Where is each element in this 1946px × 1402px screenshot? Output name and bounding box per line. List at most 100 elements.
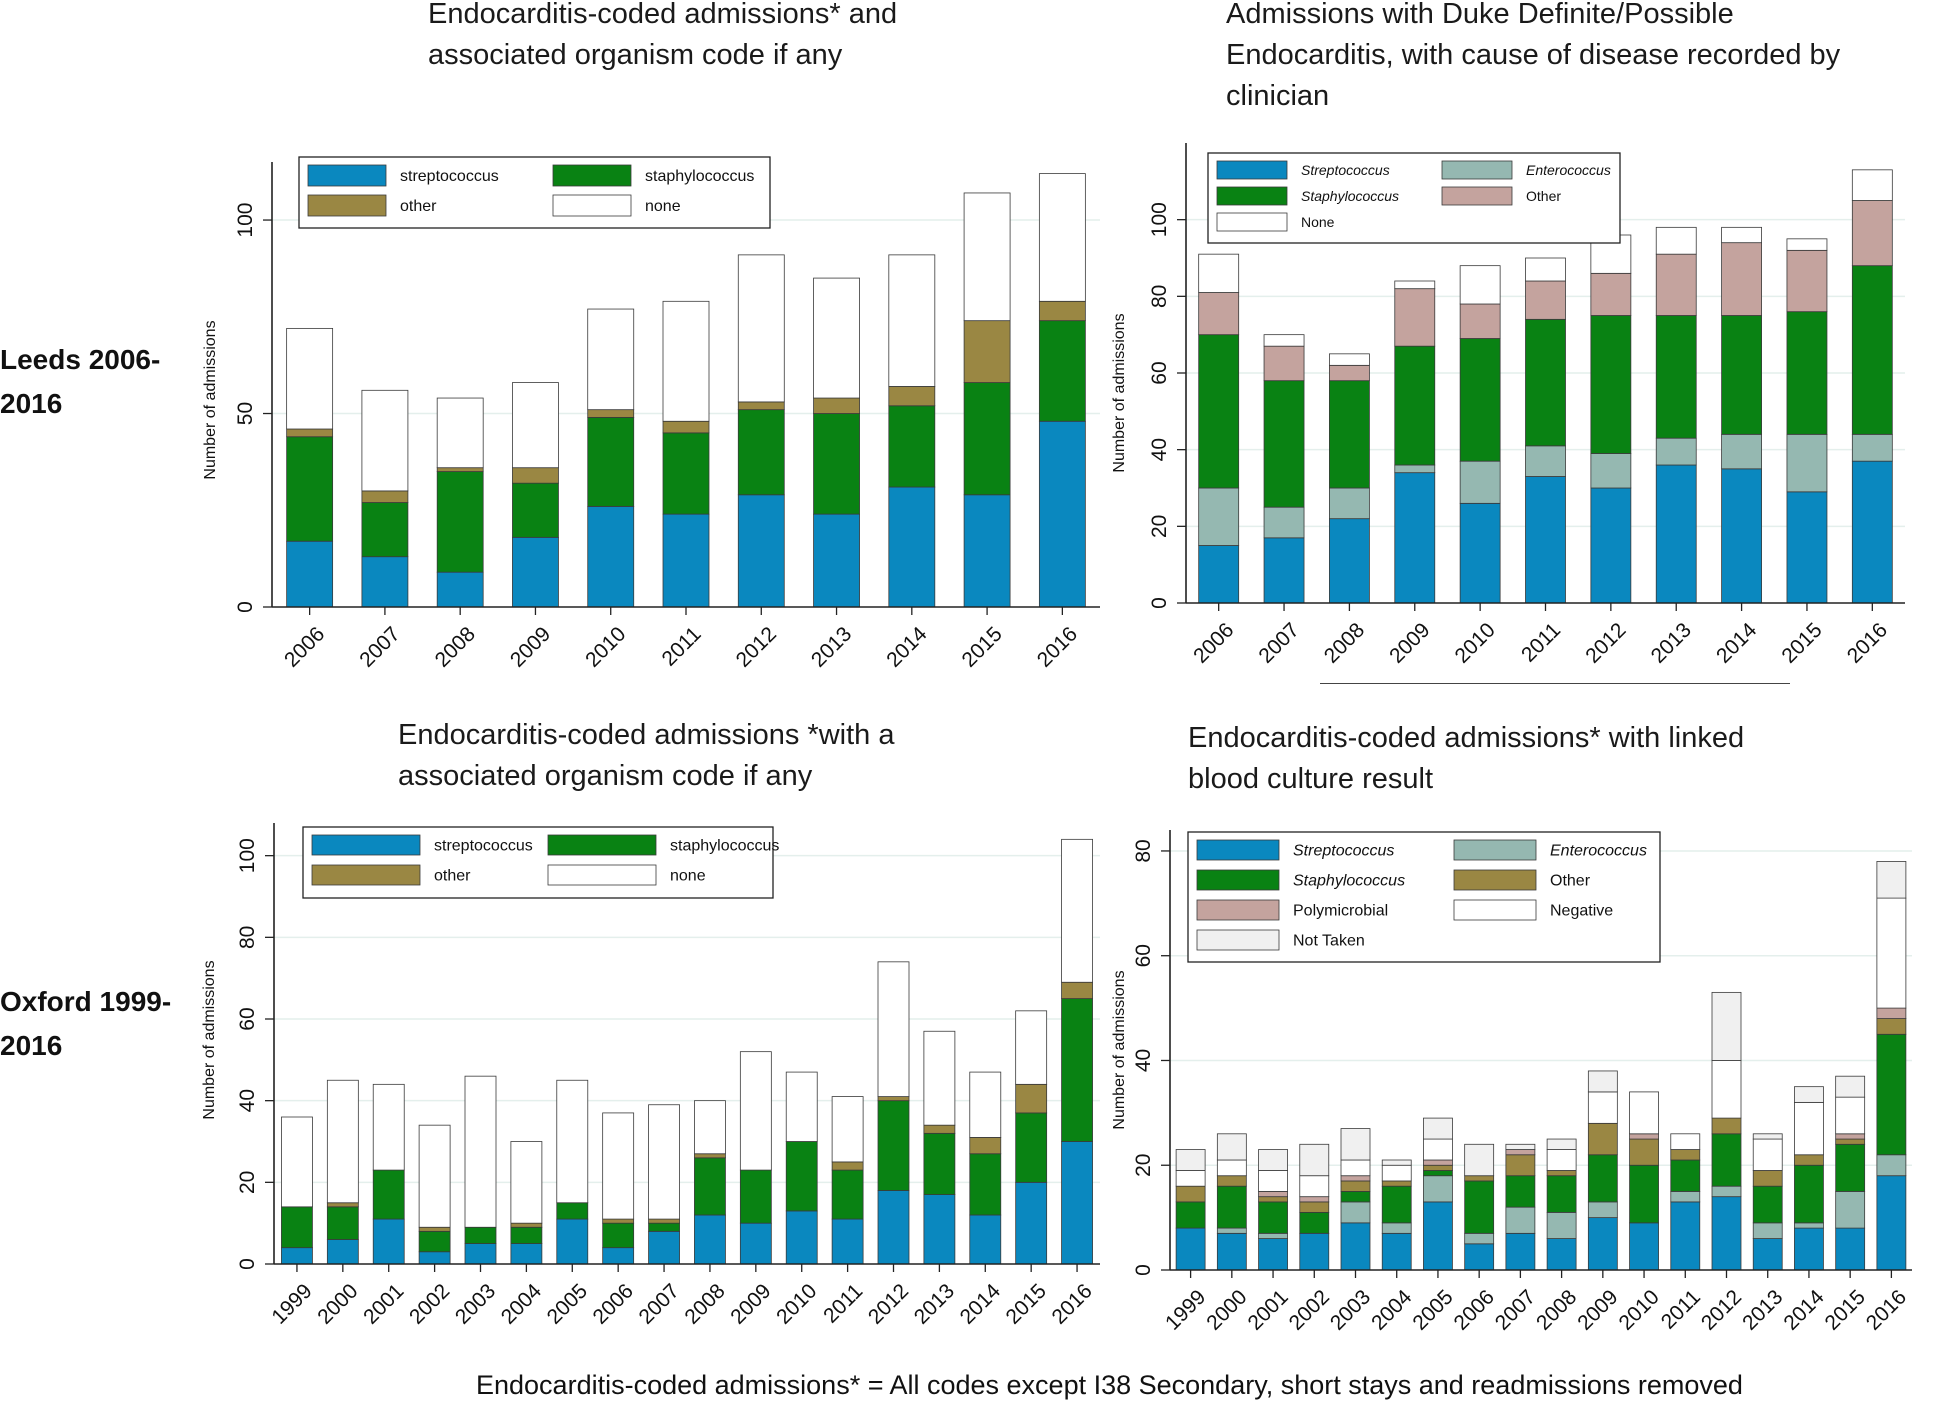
bar-streptococcus: [1786, 491, 1828, 604]
x-tick-label: 2008: [1532, 1285, 1581, 1334]
bar-staphylococcus: [1464, 1180, 1495, 1234]
bar-other: [1459, 303, 1501, 339]
bar-staphylococcus: [1851, 265, 1893, 435]
bar-streptococcus: [737, 494, 785, 608]
bar-other: [1175, 1185, 1206, 1203]
bar-staphylococcus: [587, 416, 635, 507]
bar-streptococcus: [1464, 1243, 1495, 1271]
bar-other: [1299, 1201, 1330, 1213]
bar-enterococcus: [1381, 1222, 1412, 1234]
legend-swatch-streptococcus: [311, 834, 421, 856]
bar-streptococcus: [1381, 1232, 1412, 1271]
legend-swatch-none: [552, 194, 632, 217]
bar-staphylococcus: [436, 471, 484, 573]
y-tick-label: 0: [1148, 597, 1171, 609]
bar-negative: [1340, 1159, 1371, 1177]
bar-none: [1525, 257, 1566, 282]
bar-none: [1394, 280, 1436, 290]
bar-other: [1587, 1122, 1618, 1156]
y-tick-label: 80: [1132, 839, 1155, 862]
bar-staphylococcus: [1038, 320, 1086, 422]
bar-negative: [1299, 1175, 1330, 1198]
bar-other: [1711, 1117, 1742, 1135]
bar-streptococcus: [1423, 1201, 1453, 1271]
bar-none: [831, 1096, 864, 1163]
bar-none: [464, 1075, 497, 1228]
bar-enterococcus: [1263, 506, 1305, 539]
bar-other: [1546, 1170, 1577, 1177]
bar-staphylococcus: [1329, 380, 1370, 489]
legend-label-streptococcus: Streptococcus: [1301, 162, 1390, 178]
y-tick-label: 40: [1132, 1049, 1155, 1072]
y-tick-label: 60: [1148, 361, 1171, 384]
bar-staphylococcus: [813, 413, 860, 515]
y-tick-label: 60: [1132, 944, 1155, 967]
y-axis-title: Number of admissions: [201, 960, 218, 1119]
legend-swatch-streptococcus: [1216, 160, 1288, 180]
bar-none: [602, 1112, 635, 1220]
bar-streptococcus: [286, 540, 334, 608]
bar-none: [1786, 238, 1828, 251]
bar-streptococcus: [877, 1190, 910, 1265]
bar-negative: [1216, 1159, 1247, 1177]
bar-none: [281, 1116, 313, 1208]
bar-staphylococcus: [1711, 1133, 1742, 1187]
bar-streptococcus: [785, 1210, 818, 1265]
bar-other: [1794, 1154, 1824, 1166]
bar-not-taken: [1258, 1149, 1288, 1171]
bar-not-taken: [1505, 1143, 1536, 1150]
y-tick-label: 20: [1148, 515, 1171, 538]
y-tick-label: 40: [1148, 438, 1171, 461]
bar-none: [963, 192, 1011, 322]
bar-none: [286, 327, 334, 430]
bar-streptococcus: [372, 1218, 405, 1265]
bar-staphylococcus: [1590, 315, 1632, 454]
bar-streptococcus: [1394, 472, 1436, 604]
legend-label-negative: Negative: [1550, 903, 1613, 920]
bar-other: [1670, 1149, 1701, 1161]
bar-staphylococcus: [361, 502, 409, 558]
bar-other: [1876, 1018, 1907, 1035]
bar-polymicrobial: [1299, 1196, 1330, 1203]
bar-enterococcus: [1835, 1191, 1866, 1229]
bar-none: [1015, 1010, 1048, 1085]
legend-swatch-staphylococcus: [1216, 186, 1288, 206]
bar-streptococcus: [888, 486, 936, 608]
bar-none: [1655, 226, 1697, 255]
x-tick-label: 2009: [1573, 1285, 1622, 1334]
bar-streptococcus: [1851, 460, 1893, 604]
bar-other: [1464, 1175, 1495, 1182]
y-tick-label: 0: [234, 601, 257, 613]
bar-none: [1721, 226, 1762, 244]
bar-other: [1786, 249, 1828, 313]
x-tick-label: 2001: [1243, 1285, 1292, 1334]
bar-other: [1216, 1175, 1247, 1187]
bar-staphylococcus: [785, 1141, 818, 1212]
bar-other: [1015, 1083, 1048, 1114]
bar-streptococcus: [512, 536, 559, 608]
bar-not-taken: [1464, 1143, 1495, 1177]
bar-none: [923, 1030, 956, 1126]
bar-polymicrobial: [1505, 1149, 1536, 1156]
bar-negative: [1629, 1091, 1659, 1135]
bar-staphylococcus: [1670, 1159, 1701, 1192]
legend-swatch-none: [547, 864, 657, 886]
legend-swatch-negative: [1453, 899, 1537, 921]
bar-negative: [1258, 1170, 1288, 1192]
bar-none: [510, 1141, 543, 1224]
bar-streptococcus: [1525, 476, 1566, 604]
bar-streptococcus: [648, 1230, 680, 1265]
bar-staphylococcus: [1835, 1143, 1866, 1192]
bar-none: [694, 1100, 726, 1155]
bar-streptococcus: [1629, 1222, 1659, 1271]
bar-streptococcus: [1015, 1181, 1048, 1265]
bar-streptococcus: [1876, 1175, 1907, 1271]
bar-streptococcus: [662, 513, 710, 608]
bar-not-taken: [1299, 1143, 1330, 1177]
bar-enterococcus: [1216, 1227, 1247, 1234]
bar-streptococcus: [1794, 1227, 1824, 1271]
x-tick-label: 2005: [1408, 1285, 1457, 1334]
x-tick-label: 2015: [1821, 1285, 1870, 1334]
bar-other: [1340, 1180, 1371, 1192]
bar-streptococcus: [1216, 1232, 1247, 1271]
